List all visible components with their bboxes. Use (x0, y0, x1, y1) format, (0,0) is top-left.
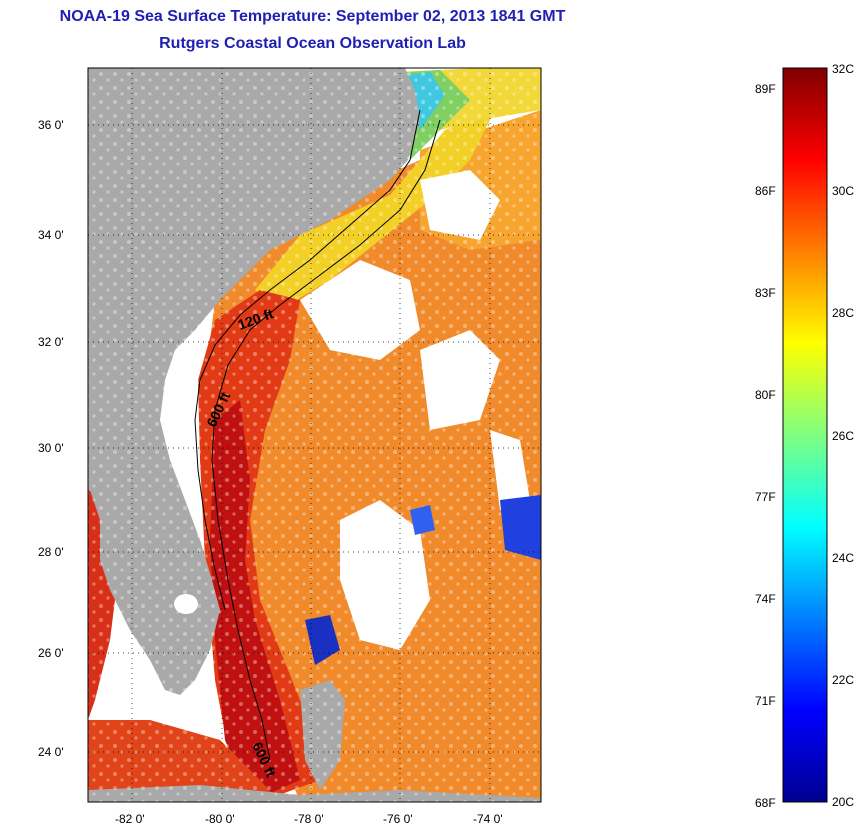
isobath-120ft (194, 109, 421, 611)
colorbar-f-77: 77F (755, 490, 776, 504)
colorbar-f-74: 74F (755, 592, 776, 606)
colorbar-f-86: 86F (755, 184, 776, 198)
isobath-600ft (211, 119, 441, 761)
map-title: NOAA-19 Sea Surface Temperature: Septemb… (59, 8, 566, 25)
lat-label-32: 32 0' (38, 335, 64, 349)
colorbar-f-89: 89F (755, 82, 776, 96)
colorbar (782, 67, 828, 803)
lon-label-80: -80 0' (205, 812, 235, 826)
colorbar-c-24: 24C (832, 551, 855, 565)
map-frame (87, 67, 542, 803)
colorbar-c-26: 26C (832, 429, 855, 443)
lat-label-36: 36 0' (38, 118, 64, 132)
cold-patch-3 (410, 505, 435, 535)
cold-patch-2 (305, 615, 340, 665)
colorbar-f-71: 71F (755, 694, 776, 708)
lat-label-26: 26 0' (38, 646, 64, 660)
lat-label-34: 34 0' (38, 228, 64, 242)
cold-patch-1 (500, 495, 541, 560)
lon-label-74: -74 0' (473, 812, 503, 826)
colorbar-f-80: 80F (755, 388, 776, 402)
colorbar-f-83: 83F (755, 286, 776, 300)
colorbar-c-30: 30C (832, 184, 855, 198)
map-area (88, 68, 541, 802)
lat-label-28: 28 0' (38, 545, 64, 559)
lon-label-78: -78 0' (294, 812, 324, 826)
colorbar-c-32: 32C (832, 62, 855, 76)
map-subtitle: Rutgers Coastal Ocean Observation Lab (159, 35, 466, 52)
colorbar-f-68: 68F (755, 796, 776, 810)
lon-label-82: -82 0' (115, 812, 145, 826)
colorbar-c-20: 20C (832, 795, 855, 809)
colorbar-c-22: 22C (832, 673, 855, 687)
lat-label-30: 30 0' (38, 441, 64, 455)
colorbar-c-28: 28C (832, 306, 855, 320)
lat-label-24: 24 0' (38, 745, 64, 759)
lon-label-76: -76 0' (383, 812, 413, 826)
